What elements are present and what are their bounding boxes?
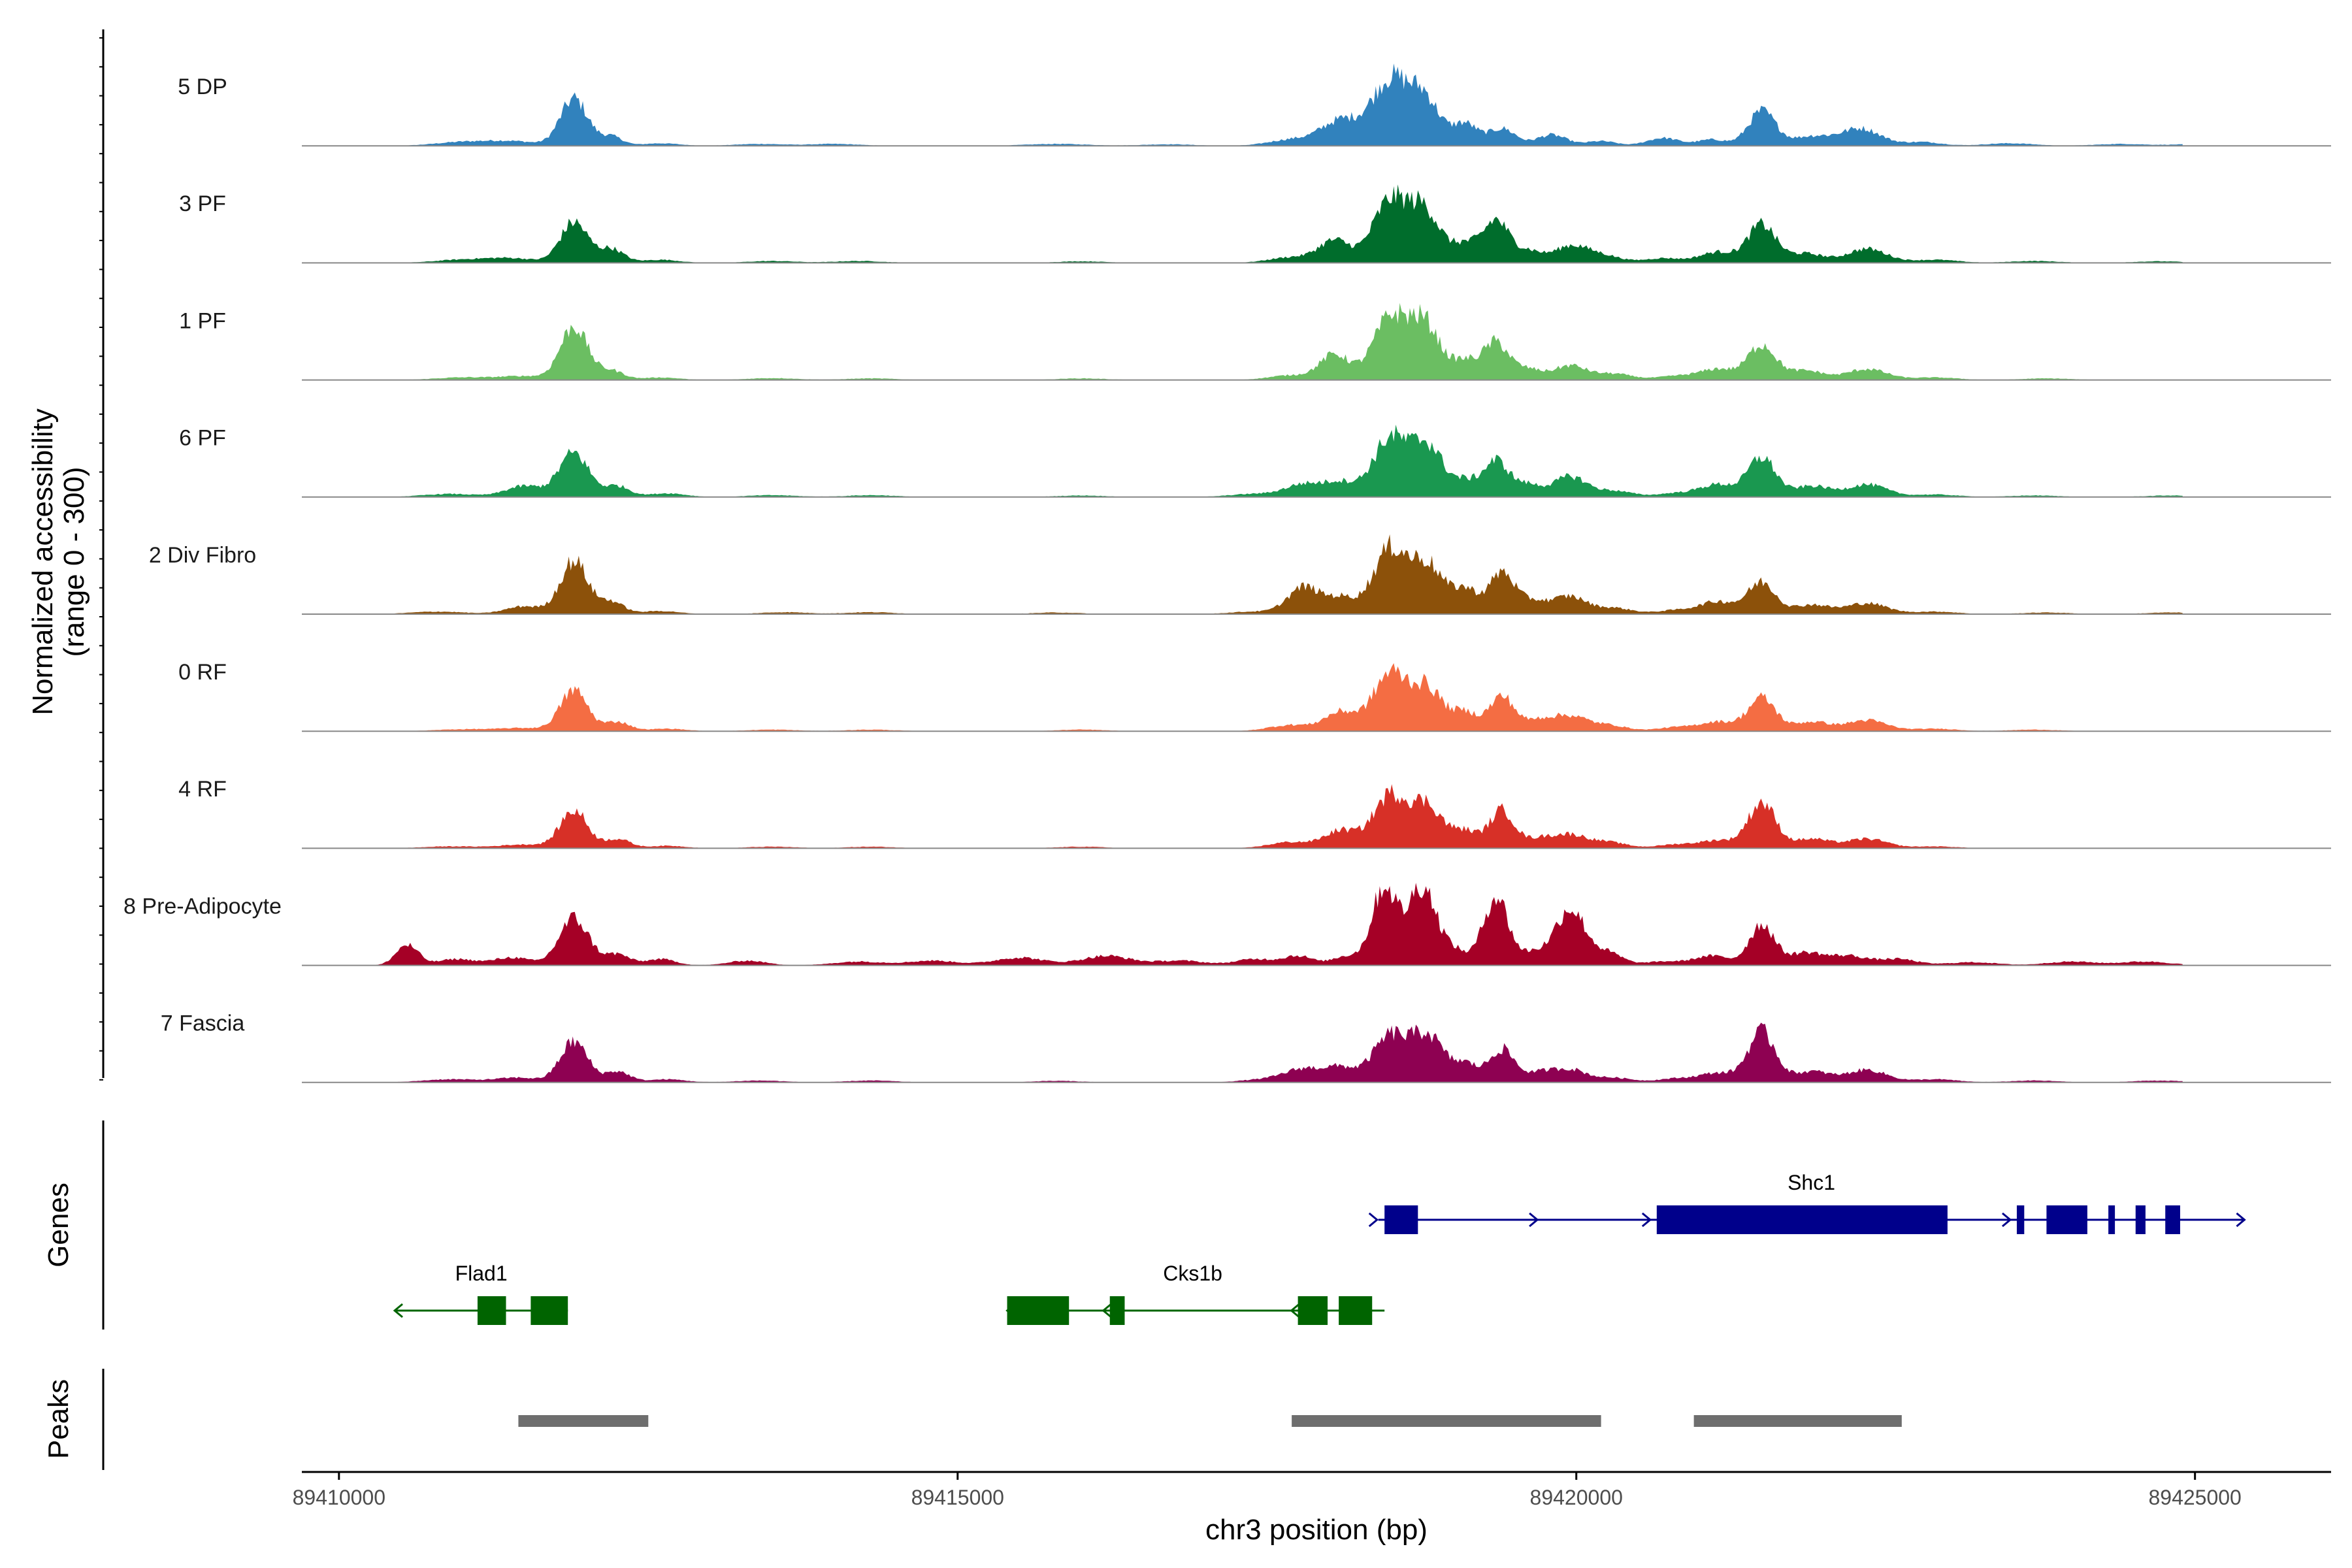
track-8-pre-adipocyte: 8 Pre-Adipocyte — [123, 883, 2331, 966]
peak-region-bar — [1693, 1415, 1902, 1427]
coverage-tracks: 5 DP 3 PF 1 PF 6 PF 2 Div Fibro 0 RF 4 RF 8 Pre… — [123, 63, 2331, 1083]
track-label-2-div-fibro: 2 Div Fibro — [149, 543, 256, 568]
coverage-area-4-rf — [376, 784, 2183, 849]
gene-shc1: Shc1 — [1368, 1171, 2246, 1234]
coverage-area-8-pre-adipocyte — [376, 883, 2183, 966]
track-0-rf: 0 RF — [178, 660, 2331, 732]
track-label-7-fascia: 7 Fascia — [161, 1011, 245, 1036]
gene-label-shc1: Shc1 — [1788, 1171, 1835, 1194]
track-label-4-rf: 4 RF — [178, 777, 227, 802]
track-2-div-fibro: 2 Div Fibro — [149, 534, 2331, 615]
exon-flad1 — [477, 1296, 506, 1325]
coverage-panel: 5 DP 3 PF 1 PF 6 PF 2 Div Fibro 0 RF 4 RF 8 Pre… — [27, 29, 2331, 1083]
x-tick-label: 89415000 — [911, 1486, 1004, 1509]
track-label-0-rf: 0 RF — [178, 660, 227, 685]
track-1-pf: 1 PF — [179, 302, 2331, 381]
exon-shc1 — [2046, 1205, 2087, 1234]
coverage-area-1-pf — [376, 302, 2183, 380]
track-label-6-pf: 6 PF — [179, 426, 226, 451]
gene-label-flad1: Flad1 — [455, 1262, 508, 1285]
exon-cks1b — [1007, 1296, 1070, 1325]
coverage-area-5-dp — [376, 63, 2183, 146]
coverage-area-6-pf — [376, 425, 2183, 497]
peak-region-bar — [518, 1415, 649, 1427]
x-ticks: 89410000 89415000 89420000 89425000 — [293, 1472, 2242, 1509]
gene-label-cks1b: Cks1b — [1163, 1262, 1222, 1285]
exon-shc1 — [2016, 1205, 2025, 1234]
x-tick-label: 89420000 — [1530, 1486, 1623, 1509]
coverage-area-7-fascia — [376, 1022, 2183, 1083]
strand-chevron-icon — [1368, 1212, 1379, 1228]
peak-regions — [518, 1415, 1902, 1427]
track-6-pf: 6 PF — [179, 425, 2331, 498]
coverage-y-ticks — [99, 37, 103, 1081]
track-3-pf: 3 PF — [179, 184, 2331, 264]
exon-shc1 — [2108, 1205, 2115, 1234]
strand-chevron-icon — [2236, 1212, 2246, 1228]
exon-flad1 — [531, 1296, 568, 1325]
exon-shc1 — [1656, 1205, 1948, 1234]
strand-chevron-icon — [393, 1303, 404, 1318]
x-axis-title: chr3 position (bp) — [1205, 1514, 1428, 1546]
genes-panel: Genes Shc1 Flad1 Cks1b — [42, 1120, 2246, 1330]
track-4-rf: 4 RF — [178, 777, 2331, 849]
exon-cks1b — [1109, 1296, 1125, 1325]
peak-region-bar — [1292, 1415, 1601, 1427]
track-7-fascia: 7 Fascia — [161, 1011, 2331, 1083]
exon-cks1b — [1339, 1296, 1373, 1325]
gene-flad1: Flad1 — [393, 1262, 568, 1325]
strand-chevron-icon — [1641, 1212, 1652, 1228]
gene-cks1b: Cks1b — [1005, 1262, 1385, 1325]
strand-chevron-icon — [1290, 1303, 1300, 1318]
strand-chevron-icon — [1529, 1212, 1539, 1228]
peaks-panel-label: Peaks — [42, 1379, 74, 1459]
x-tick-label: 89410000 — [293, 1486, 385, 1509]
genes-panel-label: Genes — [42, 1183, 74, 1267]
track-label-1-pf: 1 PF — [179, 308, 226, 333]
exon-shc1 — [2135, 1205, 2146, 1234]
strand-chevron-icon — [2001, 1212, 2012, 1228]
exon-cks1b — [1298, 1296, 1328, 1325]
y-axis-title-line1: Normalized accessibility — [27, 408, 59, 715]
coverage-area-2-div-fibro — [376, 534, 2183, 614]
x-tick-label: 89425000 — [2148, 1486, 2241, 1509]
exon-shc1 — [2165, 1205, 2180, 1234]
gene-models: Shc1 Flad1 Cks1b — [393, 1171, 2246, 1325]
strand-chevron-icon — [1102, 1303, 1112, 1318]
track-label-5-dp: 5 DP — [178, 74, 227, 99]
x-axis: 89410000 89415000 89420000 89425000 chr3 po… — [293, 1471, 2331, 1546]
track-label-8-pre-adipocyte: 8 Pre-Adipocyte — [123, 894, 282, 919]
coverage-area-0-rf — [376, 663, 2183, 732]
y-axis-title-line2: (range 0 - 300) — [58, 466, 90, 657]
coverage-area-3-pf — [376, 184, 2183, 263]
track-5-dp: 5 DP — [178, 63, 2331, 147]
exon-shc1 — [1384, 1205, 1418, 1234]
track-label-3-pf: 3 PF — [179, 191, 226, 216]
peaks-panel: Peaks — [42, 1369, 1902, 1470]
